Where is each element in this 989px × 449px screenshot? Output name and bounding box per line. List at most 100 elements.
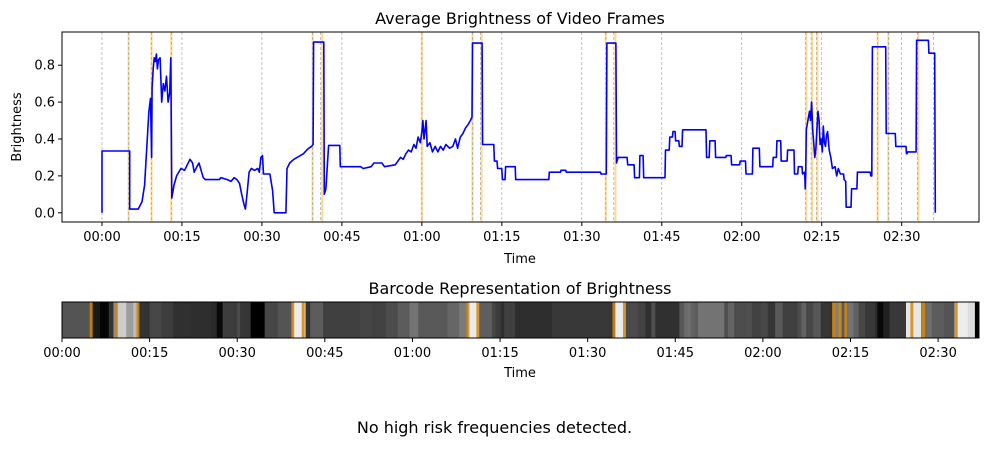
barcode-cell-79 — [883, 302, 891, 338]
barcode-cell-10 — [161, 302, 174, 338]
barcode-cell-36 — [491, 302, 496, 338]
barcode-cell-54 — [694, 302, 699, 338]
x-tick-label-5: 01:15 — [483, 230, 520, 245]
line-chart: Average Brightness of Video Frames 00:00… — [10, 9, 980, 267]
barcode-tick-label-2: 00:30 — [218, 346, 255, 361]
barcode-tick-label-10: 02:30 — [919, 346, 956, 361]
barcode-cell-7 — [133, 302, 139, 338]
barcode-highlight-10 — [838, 302, 842, 338]
barcode-cell-27 — [371, 302, 387, 338]
barcode-cell-43 — [608, 302, 616, 338]
line-chart-title: Average Brightness of Video Frames — [375, 9, 665, 28]
barcode-cell-81 — [905, 302, 922, 338]
barcode-cell-85 — [954, 302, 969, 338]
barcode-cell-3 — [108, 302, 114, 338]
barcode-cell-75 — [858, 302, 866, 338]
barcode-highlight-0 — [89, 302, 93, 338]
barcode-highlight-6 — [476, 302, 480, 338]
barcode-tick-label-6: 01:30 — [569, 346, 606, 361]
barcode-cell-38 — [500, 302, 505, 338]
barcode-cell-48 — [651, 302, 656, 338]
barcode-highlight-5 — [466, 302, 470, 338]
barcode-cell-77 — [875, 302, 878, 338]
x-tick-label-2: 00:30 — [243, 230, 280, 245]
barcode-highlight-8 — [622, 302, 626, 338]
barcode-cell-73 — [847, 302, 854, 338]
barcode-cell-83 — [931, 302, 945, 338]
barcode-cell-76 — [865, 302, 876, 338]
barcode-highlight-13 — [922, 302, 926, 338]
barcode-highlight-7 — [612, 302, 616, 338]
barcode-cell-5 — [117, 302, 127, 338]
barcode-cell-9 — [149, 302, 162, 338]
barcode-tick-label-4: 01:00 — [394, 346, 431, 361]
barcode-cell-12 — [190, 302, 212, 338]
x-tick-label-3: 00:45 — [323, 230, 360, 245]
barcode-cell-41 — [552, 302, 572, 338]
barcode-cell-82 — [921, 302, 933, 338]
barcode-cell-15 — [222, 302, 238, 338]
barcode-cell-0 — [62, 302, 92, 338]
barcode-tick-label-8: 02:00 — [744, 346, 781, 361]
barcode-cell-44 — [615, 302, 627, 338]
barcode-cell-52 — [687, 302, 691, 338]
barcode-cell-30 — [409, 302, 419, 338]
barcode-cell-86 — [967, 302, 976, 338]
x-tick-label-1: 00:15 — [163, 230, 200, 245]
barcode-chart-title: Barcode Representation of Brightness — [368, 279, 671, 298]
brightness-series — [101, 39, 937, 214]
barcode-cell-51 — [684, 302, 688, 338]
barcode-highlight-9 — [832, 302, 836, 338]
barcode-cell-57 — [727, 302, 735, 338]
barcode-x-ticks: 00:00 00:15 00:30 00:45 01:00 01:15 01:30 01:45… — [43, 338, 957, 361]
barcode-highlight-4 — [301, 302, 305, 338]
barcode-cell-69 — [820, 302, 830, 338]
barcode-cell-61 — [761, 302, 768, 338]
barcode-cell-60 — [751, 302, 762, 338]
barcode-cell-68 — [813, 302, 822, 338]
barcode-cell-70 — [829, 302, 834, 338]
barcode-cells — [62, 302, 980, 338]
barcode-cell-8 — [137, 302, 151, 338]
barcode-cell-64 — [782, 302, 798, 338]
x-tick-label-8: 02:00 — [723, 230, 760, 245]
highlight-span-4 — [321, 32, 324, 222]
barcode-cell-6 — [126, 302, 134, 338]
barcode-cell-29 — [397, 302, 410, 338]
barcode-highlight-11 — [844, 302, 848, 338]
barcode-cell-25 — [348, 302, 361, 338]
barcode-cell-50 — [679, 302, 685, 338]
barcode-cell-22 — [305, 302, 311, 338]
barcode-cell-40 — [515, 302, 553, 338]
y-tick-label-4: 0.8 — [34, 59, 55, 74]
barcode-cell-46 — [637, 302, 646, 338]
barcode-cell-74 — [853, 302, 860, 338]
barcode-highlight-2 — [136, 302, 140, 338]
barcode-cell-53 — [690, 302, 695, 338]
barcode-cell-13 — [210, 302, 218, 338]
barcode-highlights — [89, 302, 958, 338]
barcode-cell-65 — [797, 302, 802, 338]
y-tick-label-3: 0.6 — [34, 96, 55, 111]
barcode-highlight-3 — [291, 302, 295, 338]
barcode-cell-47 — [645, 302, 652, 338]
barcode-highlight-1 — [114, 302, 118, 338]
x-axis-ticks: 00:00 00:15 00:30 00:45 01:00 01:15 01:30 01:45… — [83, 222, 920, 245]
barcode-cell-32 — [447, 302, 460, 338]
barcode-cell-18 — [250, 302, 266, 338]
barcode-cell-35 — [479, 302, 493, 338]
barcode-tick-label-3: 00:45 — [306, 346, 343, 361]
line-chart-ylabel: Brightness — [10, 92, 25, 161]
barcode-cell-14 — [216, 302, 224, 338]
barcode-cell-45 — [625, 302, 639, 338]
barcode-cell-26 — [359, 302, 372, 338]
brightness-line — [101, 39, 937, 214]
barcode-cell-2 — [99, 302, 110, 338]
barcode-cell-58 — [734, 302, 747, 338]
barcode-cell-56 — [724, 302, 729, 338]
barcode-chart-xlabel: Time — [503, 366, 536, 381]
x-tick-label-4: 01:00 — [403, 230, 440, 245]
y-tick-label-1: 0.2 — [34, 169, 55, 184]
y-tick-label-0: 0.0 — [34, 206, 55, 221]
barcode-cell-24 — [323, 302, 349, 338]
